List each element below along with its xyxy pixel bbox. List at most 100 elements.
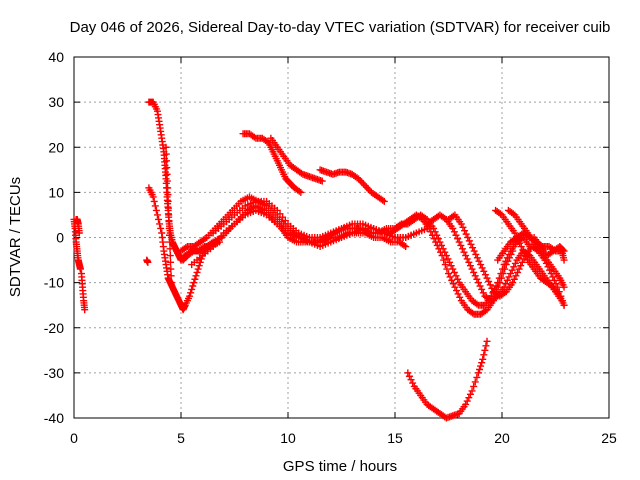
data-point xyxy=(517,243,525,251)
data-point xyxy=(150,197,158,205)
data-point xyxy=(519,246,527,254)
data-point xyxy=(560,247,568,255)
data-point xyxy=(471,272,479,280)
data-point xyxy=(193,268,201,276)
data-point xyxy=(167,279,175,287)
data-point xyxy=(195,262,203,270)
data-point xyxy=(470,268,478,276)
data-point xyxy=(486,281,494,289)
data-point xyxy=(149,193,157,201)
data-point xyxy=(459,223,467,231)
data-point xyxy=(469,309,477,317)
data-point xyxy=(481,271,489,279)
data-point xyxy=(197,255,205,263)
data-point xyxy=(164,191,172,199)
data-point xyxy=(163,164,171,172)
data-series xyxy=(70,98,568,422)
x-tick-label: 20 xyxy=(494,430,510,446)
data-point xyxy=(472,250,480,258)
x-tick-label: 5 xyxy=(177,430,185,446)
data-point xyxy=(75,229,83,237)
data-point xyxy=(396,221,404,229)
data-point xyxy=(441,248,449,256)
data-point xyxy=(295,187,303,195)
data-point xyxy=(478,285,486,293)
data-point xyxy=(485,277,493,285)
data-point xyxy=(510,263,518,271)
data-point xyxy=(436,238,444,246)
data-point xyxy=(450,268,458,276)
data-point xyxy=(476,282,484,290)
data-point xyxy=(499,265,507,273)
series-track-11 xyxy=(209,197,431,241)
data-point xyxy=(162,143,170,151)
data-point xyxy=(464,234,472,241)
data-point xyxy=(454,290,462,298)
y-tick-label: 0 xyxy=(56,230,64,246)
data-point xyxy=(481,346,489,354)
data-point xyxy=(497,270,505,278)
data-point xyxy=(451,283,459,291)
x-tick-label: 10 xyxy=(280,430,296,446)
data-point xyxy=(166,252,174,260)
data-point xyxy=(473,275,481,283)
data-point xyxy=(462,252,470,260)
data-point xyxy=(478,359,486,367)
data-point xyxy=(361,182,369,190)
data-point xyxy=(483,274,491,282)
data-point xyxy=(167,265,175,273)
data-point xyxy=(446,273,454,281)
data-point xyxy=(409,379,417,387)
data-point xyxy=(186,292,194,300)
data-point xyxy=(452,231,460,239)
data-point xyxy=(468,387,476,395)
series-track-14 xyxy=(316,166,388,205)
x-tick-label: 15 xyxy=(387,430,403,446)
data-point xyxy=(492,282,500,290)
data-point xyxy=(449,265,457,273)
data-point xyxy=(482,342,490,350)
data-point xyxy=(402,243,410,251)
x-tick-label: 0 xyxy=(70,430,78,446)
data-point xyxy=(488,284,496,292)
data-point xyxy=(433,231,441,239)
data-point xyxy=(438,241,446,249)
y-tick-label: -20 xyxy=(44,320,64,336)
data-point xyxy=(364,185,372,193)
data-point xyxy=(446,258,454,266)
data-point xyxy=(466,390,474,398)
y-tick-label: -10 xyxy=(44,275,64,291)
data-point xyxy=(470,382,478,390)
data-point xyxy=(509,210,517,218)
x-axis-label: GPS time / hours xyxy=(283,458,397,475)
data-point xyxy=(461,227,469,235)
y-tick-label: 20 xyxy=(48,139,64,155)
data-point xyxy=(496,210,504,218)
data-point xyxy=(163,177,171,185)
data-point xyxy=(407,376,415,384)
data-point xyxy=(516,239,524,247)
data-point xyxy=(468,265,476,273)
data-point xyxy=(434,235,442,243)
y-tick-label: -40 xyxy=(44,410,64,426)
y-tick-label: 10 xyxy=(48,184,64,200)
data-point xyxy=(476,365,484,373)
data-point xyxy=(190,279,198,287)
data-point xyxy=(162,150,170,158)
data-point xyxy=(318,177,326,185)
data-point xyxy=(503,276,511,284)
data-point xyxy=(477,261,485,269)
data-point xyxy=(502,280,510,288)
axis-ticks: 0 5 10 15 20 25 -40 -30 -20 -10 0 10 20 30 40 xyxy=(44,49,617,446)
data-point xyxy=(465,258,473,266)
data-point xyxy=(478,264,486,272)
data-point xyxy=(449,280,457,288)
series-track-02 xyxy=(72,215,83,237)
data-point xyxy=(201,235,209,243)
data-point xyxy=(441,261,449,269)
data-point xyxy=(430,224,438,232)
series-track-04 xyxy=(143,256,152,266)
data-point xyxy=(405,372,413,380)
data-point xyxy=(151,202,159,210)
